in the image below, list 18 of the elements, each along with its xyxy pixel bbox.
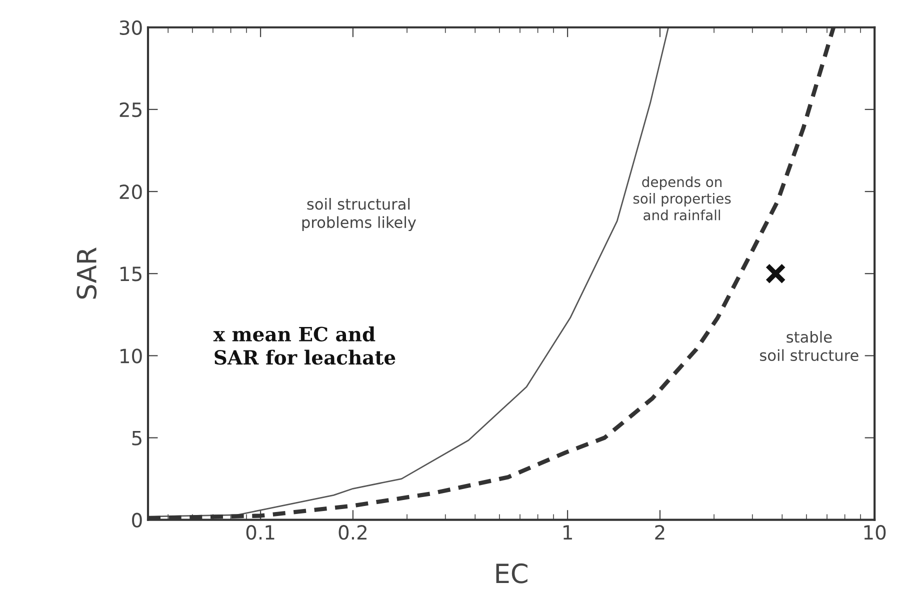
annotation: stable soil structure — [760, 330, 858, 362]
x-tick-label: 2 — [655, 525, 664, 540]
y-axis-title: SAR — [76, 248, 97, 299]
x-tick-label: 1 — [564, 525, 572, 540]
x-tick-label: 10 — [864, 525, 886, 540]
y-tick-label: 15 — [120, 266, 142, 282]
annotation: x mean EC and SAR for leachate — [213, 326, 396, 365]
y-tick-label: 30 — [120, 20, 142, 36]
annotation: depends on soil properties and rainfall — [633, 176, 731, 220]
x-tick-label: 0.2 — [338, 525, 366, 540]
y-tick-label: 5 — [132, 430, 142, 446]
y-tick-label: 0 — [132, 512, 142, 528]
y-tick-label: 10 — [120, 348, 142, 364]
annotation: soil structural problems likely — [302, 198, 416, 232]
x-tick-label: 0.1 — [246, 525, 274, 540]
y-tick-label: 25 — [120, 102, 142, 118]
y-tick-label: 20 — [120, 184, 142, 200]
x-axis-title: EC — [496, 563, 528, 584]
